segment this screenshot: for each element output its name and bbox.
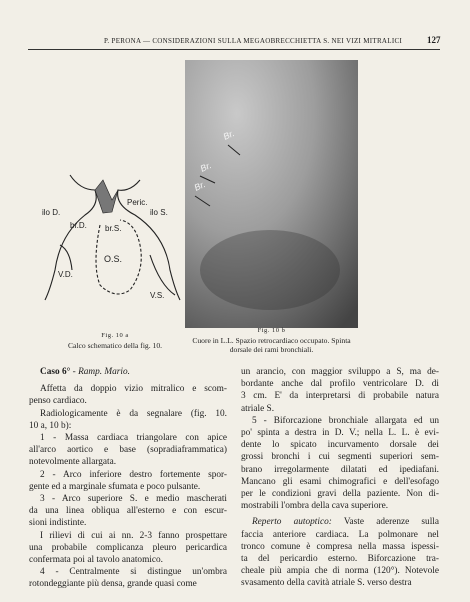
caption-number: Fig. 10 b: [257, 327, 286, 334]
text-line: gente ed a marginale sfumata e poco puls…: [29, 481, 201, 492]
lead: Reperto autoptico:: [252, 517, 332, 528]
text-line: 4 - Centralmente si distingue un'ombra: [40, 567, 227, 578]
text-line: po' spinta a destra in D. V.; nella L. L…: [241, 428, 439, 439]
caption-a: Fig. 10 a Calco schematico della fig. 10…: [40, 331, 190, 350]
photo-label: Br.: [222, 128, 236, 142]
shadow: [200, 230, 340, 310]
diagram-label: br.D.: [70, 221, 87, 230]
diagram-label: br.S.: [105, 224, 121, 233]
text-line: dente lo spicato incurvamento dorsale de…: [241, 440, 439, 451]
diagram-label: O.S.: [104, 254, 122, 264]
text-line: cheale più ampia che di norma (120°). No…: [241, 566, 439, 577]
text-line: confermata poi al tavolo anatomico.: [29, 555, 163, 566]
text-line: rotondeggiante più densa, grande quasi c…: [29, 579, 197, 590]
text-line: una probabile complicanza pleuro pericar…: [29, 542, 227, 553]
text-line: brano irregolarmente dilatati ed ipediaf…: [241, 464, 439, 475]
text-line: bordante anche dal profilo ventricolare …: [241, 379, 439, 390]
text-line: Radiologicamente è da segnalare (fig. 10…: [40, 408, 227, 419]
caption-text: dorsale dei rami bronchiali.: [229, 345, 314, 354]
text-line: penso cardiaco.: [29, 396, 87, 407]
radiograph: [185, 60, 358, 328]
text-line: 3 cm. E' da interpretarsi di probabile n…: [241, 391, 439, 402]
text-line: mostrabili l'ombra della cava superiore.: [241, 501, 389, 512]
photo-label: Br.: [199, 160, 213, 174]
arrows: [194, 144, 241, 207]
diagram-label: ilo S.: [150, 208, 168, 217]
text-line: da una linea obliqua all'esterno e con e…: [29, 506, 227, 517]
diagram-label: V.S.: [150, 291, 164, 300]
text-line: ta del pericardio esterno. Biforcazione …: [241, 554, 439, 565]
text-line: per le condizioni gravi della paziente. …: [241, 489, 439, 500]
running-title: P. PERONA — CONSIDERAZIONI SULLA MEGAOBR…: [104, 37, 403, 45]
diagram-label: V.D.: [58, 270, 73, 279]
diagram-label: ilo D.: [42, 208, 60, 217]
header-rule: [28, 49, 440, 50]
text-line: Reperto autoptico: Vaste aderenze sulla: [241, 516, 439, 528]
text-line: 2 - Arco inferiore destro fortemente spo…: [40, 469, 227, 480]
text-line: Mancano gli esami chimografici e dell'es…: [241, 476, 439, 487]
text-line: faccia anteriore cardiaca. La polmonare …: [241, 529, 439, 540]
text-line: sioni indistinte.: [29, 518, 87, 529]
text-line: un arancio, con maggior sviluppo a S, ma…: [241, 367, 439, 377]
text-line: grossi bronchi i cui segmenti superiori …: [241, 452, 439, 463]
text-line: atriale S.: [241, 403, 275, 414]
text-line: I rilievi di cui ai nn. 2-3 fanno prospe…: [40, 530, 227, 541]
caption-number: Fig. 10 a: [101, 332, 129, 339]
text-line: Affetta da doppio vizio mitralico e scom…: [40, 384, 227, 395]
caption-b: Fig. 10 b Cuore in L.L. Spazio retrocard…: [185, 326, 358, 355]
text-line: 5 - Biforcazione bronchiale allargata ed…: [252, 415, 439, 426]
left-column: Caso 6° - Ramp. Mario. Affetta da doppio…: [29, 366, 227, 591]
caption-text: Calco schematico della fig. 10.: [67, 340, 163, 350]
text-line: 3 - Arco superiore S. e medio mascherati: [40, 494, 227, 505]
case-name: - Ramp. Mario.: [72, 367, 130, 377]
right-column: un arancio, con maggior sviluppo a S, ma…: [241, 366, 439, 590]
caption-text: Cuore in L.L. Spazio retrocardiaco occup…: [192, 335, 351, 345]
text-line: svasamento della cavità atriale S. verso…: [241, 578, 412, 589]
page-number: 127: [427, 35, 441, 45]
text-line: 1 - Massa cardiaca triangolare con apice: [40, 433, 227, 444]
text: Vaste aderenze sulla: [343, 517, 439, 528]
text-line: notevolmente allargata.: [29, 457, 117, 468]
case-heading: Caso 6° - Ramp. Mario.: [29, 366, 227, 378]
photo-label: Br.: [193, 179, 207, 193]
diagram: [44, 174, 181, 301]
text-line: tronco comune è compresa nella massa isp…: [241, 541, 439, 552]
case-number: Caso 6°: [40, 367, 71, 377]
bronchi: [94, 179, 119, 214]
diagram-label: Peric.: [127, 198, 147, 207]
text-line: all'arco aortico e base (sopradiaframmat…: [29, 445, 227, 456]
text-line: 10 a, 10 b):: [29, 420, 72, 431]
